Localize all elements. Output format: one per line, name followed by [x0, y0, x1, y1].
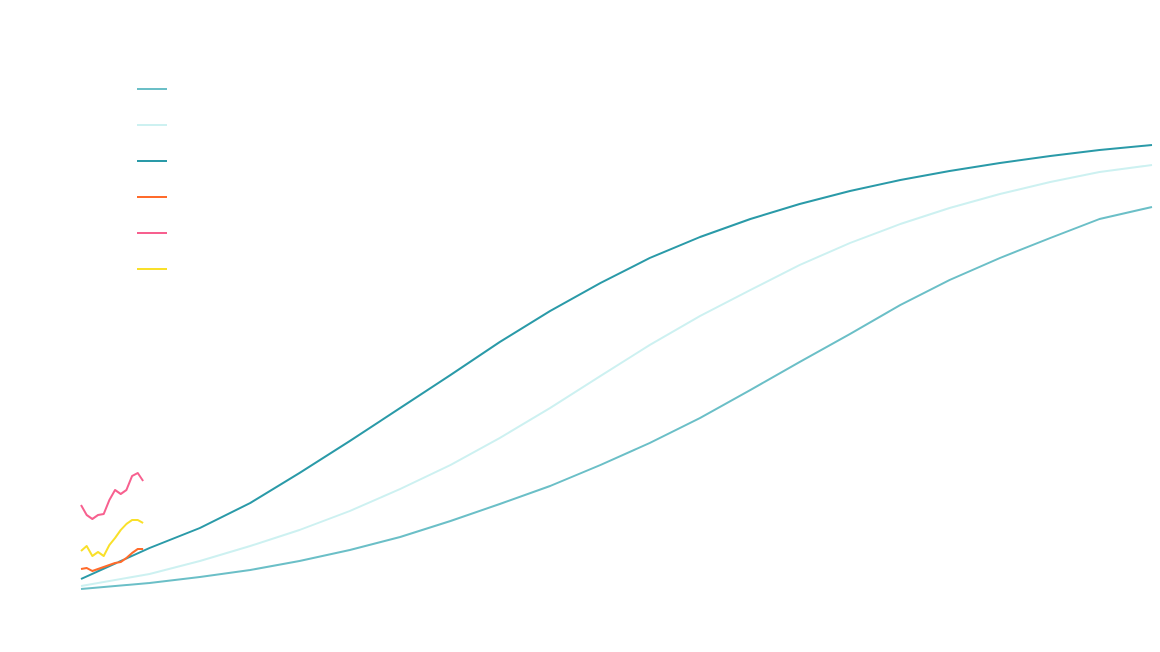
series-line-1 [80, 164, 1153, 587]
series-line-0 [80, 206, 1153, 590]
plot-area [80, 144, 1153, 590]
series-line-2 [80, 144, 1153, 580]
series-line-4 [80, 472, 144, 520]
series-line-3 [80, 548, 144, 572]
series-line-5 [80, 519, 144, 557]
legend [137, 88, 167, 270]
